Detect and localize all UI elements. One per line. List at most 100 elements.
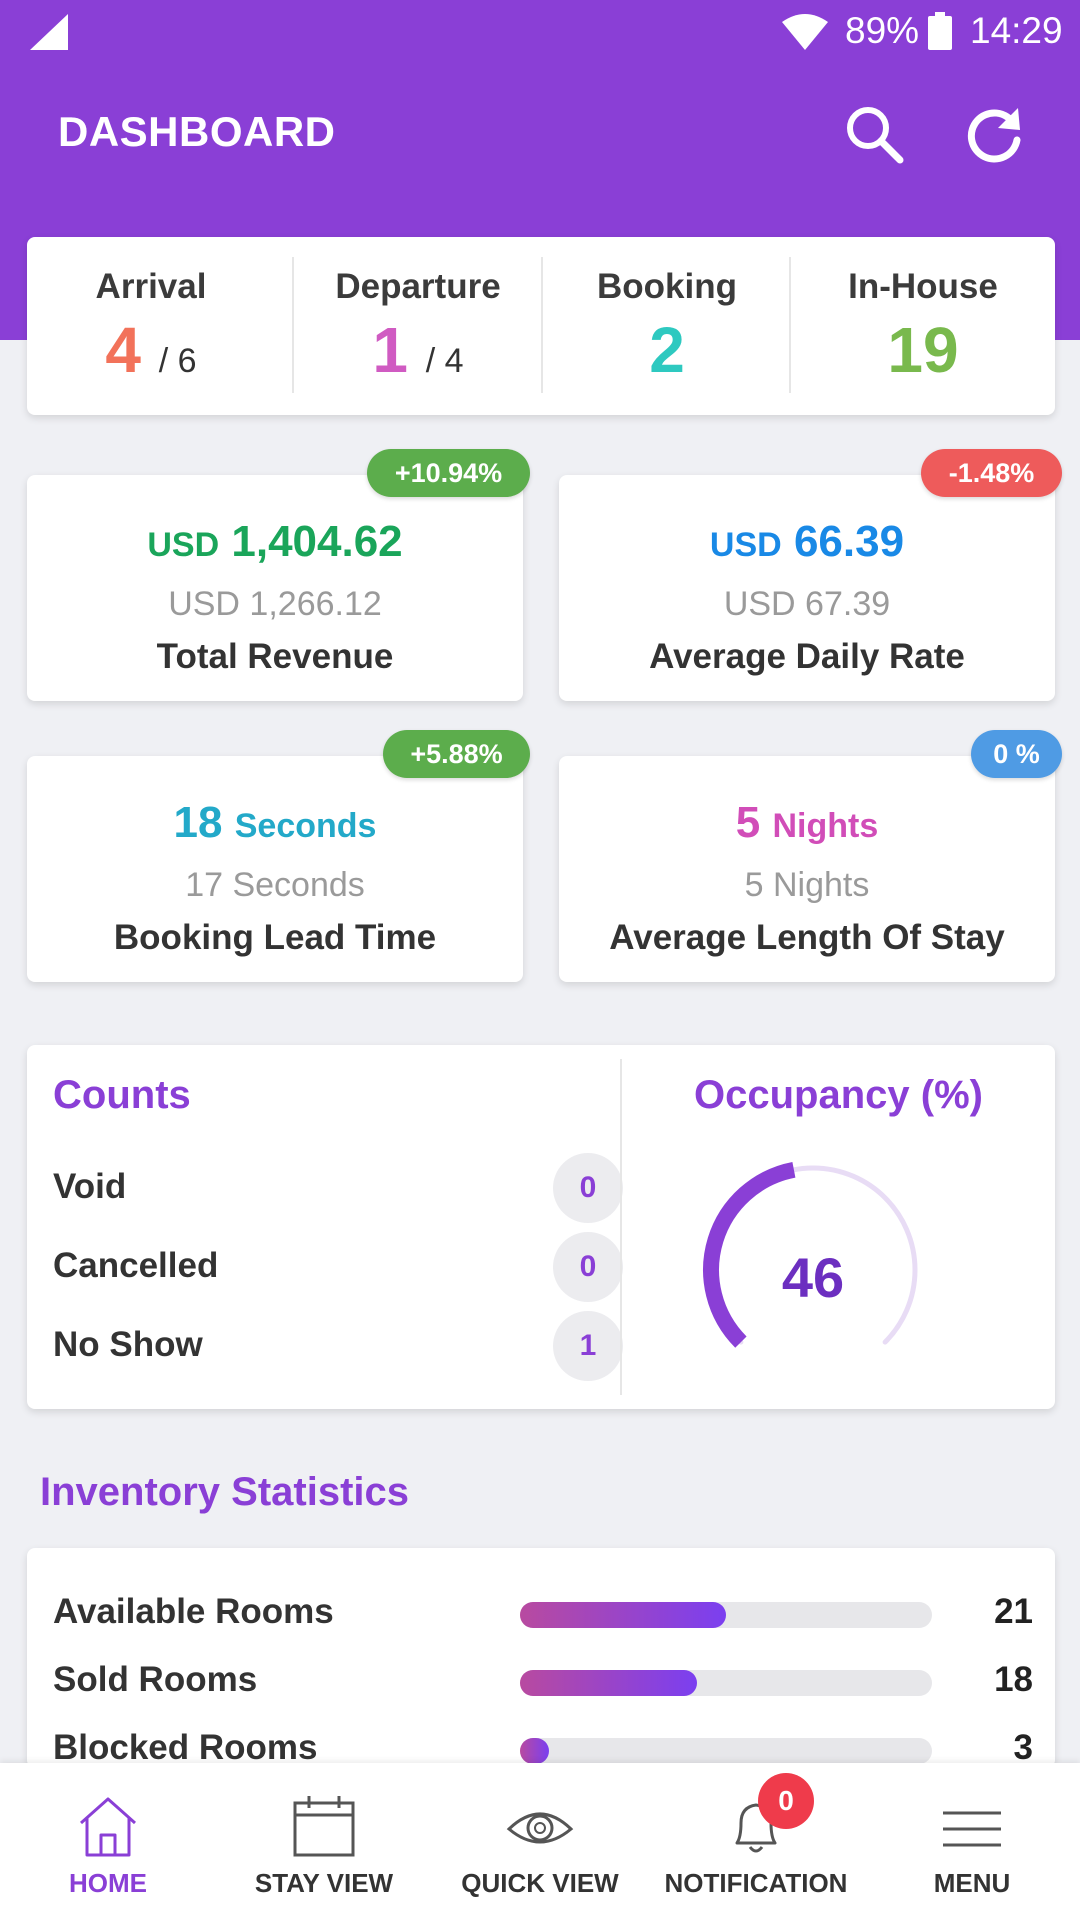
count-row-cancelled[interactable]: Cancelled 0 bbox=[53, 1232, 623, 1302]
inventory-value: 3 bbox=[1013, 1728, 1033, 1767]
search-icon bbox=[847, 107, 904, 164]
adr-change-badge: -1.48% bbox=[921, 449, 1062, 497]
count-row-void[interactable]: Void 0 bbox=[53, 1153, 623, 1223]
progress-track bbox=[520, 1670, 932, 1696]
progress-fill bbox=[520, 1670, 698, 1696]
counts-title: Counts bbox=[53, 1073, 191, 1117]
average-length-of-stay-value: 5 Nights bbox=[559, 798, 1055, 848]
lead-time-change-badge: +5.88% bbox=[383, 730, 530, 778]
battery-percentage: 89% bbox=[845, 10, 920, 51]
lead-time-unit: Seconds bbox=[234, 807, 377, 845]
booking-lead-time-label: Booking Lead Time bbox=[113, 918, 437, 957]
booking-stat[interactable]: Booking 2 bbox=[543, 237, 791, 415]
nav-notification[interactable]: NOTIFICATION bbox=[648, 1763, 864, 1920]
counts-occupancy-card: Counts Void 0 Cancelled 0 No Show 1 Occu… bbox=[27, 1045, 1055, 1409]
previous-length-of-stay: 5 Nights bbox=[744, 866, 870, 904]
nav-quick-view[interactable]: QUICK VIEW bbox=[432, 1763, 648, 1920]
gauge-fill bbox=[703, 1161, 796, 1348]
count-value: 0 bbox=[553, 1232, 623, 1302]
summary-card: Arrival 4 / 6 Departure 1 / 4 Booking 2 … bbox=[27, 237, 1055, 415]
eye-icon bbox=[506, 1812, 574, 1844]
refresh-icon bbox=[967, 108, 1021, 163]
nav-stay-view[interactable]: STAY VIEW bbox=[216, 1763, 432, 1920]
booking-label: Booking bbox=[597, 267, 737, 306]
arrival-value: 4 / 6 bbox=[27, 313, 275, 387]
departure-value: 1 / 4 bbox=[294, 313, 542, 387]
in-house-label: In-House bbox=[848, 267, 998, 306]
count-label: Void bbox=[53, 1167, 127, 1206]
calendar-icon bbox=[293, 1796, 355, 1857]
stay-change-badge: 0 % bbox=[971, 730, 1062, 778]
previous-lead-time: 17 Seconds bbox=[185, 866, 365, 904]
count-label: Cancelled bbox=[53, 1246, 219, 1285]
departure-total: / 4 bbox=[425, 342, 464, 380]
occupancy-gauge bbox=[703, 1161, 918, 1348]
in-house-stat[interactable]: In-House 19 bbox=[791, 237, 1055, 415]
bell-icon bbox=[735, 1803, 777, 1853]
refresh-button[interactable] bbox=[960, 100, 1030, 170]
total-revenue-card[interactable]: USD 1,404.62 USD 1,266.12 Total Revenue bbox=[27, 475, 523, 701]
average-daily-rate-label: Average Daily Rate bbox=[649, 637, 965, 676]
nav-label: HOME bbox=[69, 1868, 147, 1898]
lead-time-amount: 18 bbox=[173, 798, 223, 847]
divider bbox=[789, 257, 791, 393]
arrival-stat[interactable]: Arrival 4 / 6 bbox=[27, 237, 275, 415]
count-label: No Show bbox=[53, 1325, 203, 1364]
notification-badge: 0 bbox=[758, 1773, 814, 1829]
total-revenue-value: USD 1,404.62 bbox=[27, 517, 523, 567]
nav-menu[interactable]: MENU bbox=[864, 1763, 1080, 1920]
battery-icon bbox=[928, 12, 952, 50]
average-daily-rate-card[interactable]: USD 66.39 USD 67.39 Average Daily Rate bbox=[559, 475, 1055, 701]
booking-lead-time-card[interactable]: 18 Seconds 17 Seconds Booking Lead Time bbox=[27, 756, 523, 982]
inventory-row-available[interactable]: Available Rooms 21 bbox=[53, 1584, 1033, 1644]
stay-unit: Nights bbox=[772, 807, 879, 845]
total-revenue-label: Total Revenue bbox=[156, 637, 394, 676]
average-length-of-stay-label: Average Length Of Stay bbox=[609, 918, 1005, 957]
occupancy-title: Occupancy (%) bbox=[694, 1073, 983, 1117]
arrival-label: Arrival bbox=[95, 267, 207, 306]
currency-unit: USD bbox=[709, 526, 782, 564]
departure-label: Departure bbox=[335, 267, 501, 306]
inventory-row-sold[interactable]: Sold Rooms 18 bbox=[53, 1652, 1033, 1712]
home-icon bbox=[80, 1797, 136, 1857]
average-daily-rate-value: USD 66.39 bbox=[559, 517, 1055, 567]
departure-count: 1 bbox=[372, 314, 408, 386]
average-length-of-stay-card[interactable]: 5 Nights 5 Nights Average Length Of Stay bbox=[559, 756, 1055, 982]
in-house-value: 19 bbox=[887, 314, 959, 386]
bottom-navigation: HOME STAY VIEW QUICK VIEW NOTIFICATION bbox=[0, 1763, 1080, 1920]
inventory-label: Blocked Rooms bbox=[53, 1728, 318, 1767]
status-bar: 89% 14:29 bbox=[0, 0, 1080, 66]
booking-lead-time-value: 18 Seconds bbox=[27, 798, 523, 848]
inventory-row-blocked[interactable]: Blocked Rooms 3 bbox=[53, 1720, 1033, 1780]
revenue-amount: 1,404.62 bbox=[231, 517, 403, 566]
count-value: 0 bbox=[553, 1153, 623, 1223]
nav-label: NOTIFICATION bbox=[664, 1868, 848, 1898]
signal-icon bbox=[30, 14, 68, 50]
nav-label: MENU bbox=[933, 1868, 1011, 1898]
previous-adr: USD 67.39 bbox=[723, 585, 891, 623]
departure-stat[interactable]: Departure 1 / 4 bbox=[294, 237, 542, 415]
search-button[interactable] bbox=[840, 100, 910, 170]
progress-track bbox=[520, 1738, 932, 1764]
arrival-count: 4 bbox=[105, 314, 141, 386]
count-row-no-show[interactable]: No Show 1 bbox=[53, 1311, 623, 1381]
divider bbox=[620, 1059, 622, 1395]
inventory-label: Available Rooms bbox=[53, 1592, 334, 1631]
booking-value: 2 bbox=[649, 314, 685, 386]
progress-fill bbox=[520, 1738, 549, 1764]
progress-fill bbox=[520, 1602, 726, 1628]
nav-home[interactable]: HOME bbox=[0, 1763, 216, 1920]
divider bbox=[541, 257, 543, 393]
arrival-total: / 6 bbox=[158, 342, 197, 380]
inventory-card: Available Rooms 21 Sold Rooms 18 Blocked… bbox=[27, 1548, 1055, 1768]
page-title: DASHBOARD bbox=[58, 108, 336, 155]
menu-icon bbox=[943, 1811, 1001, 1847]
progress-track bbox=[520, 1602, 932, 1628]
adr-amount: 66.39 bbox=[793, 517, 905, 566]
nav-label: STAY VIEW bbox=[254, 1868, 394, 1898]
inventory-title: Inventory Statistics bbox=[40, 1470, 410, 1514]
previous-revenue: USD 1,266.12 bbox=[168, 585, 382, 623]
count-value: 1 bbox=[553, 1311, 623, 1381]
clock: 14:29 bbox=[970, 10, 1063, 51]
inventory-value: 18 bbox=[994, 1660, 1033, 1699]
